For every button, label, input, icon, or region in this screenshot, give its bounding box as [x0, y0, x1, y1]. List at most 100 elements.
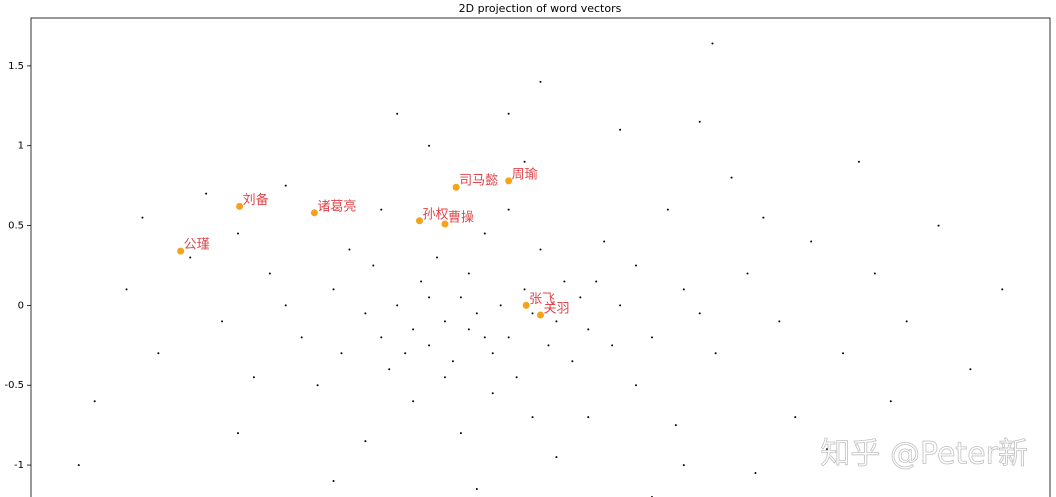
word-point [555, 320, 558, 323]
word-point [340, 352, 343, 355]
word-point [571, 360, 574, 363]
word-point [603, 240, 606, 243]
word-point [332, 480, 335, 483]
word-point [443, 376, 446, 379]
word-point [380, 208, 383, 211]
word-point [348, 248, 351, 251]
highlight-label: 诸葛亮 [317, 198, 356, 214]
word-point [380, 336, 383, 339]
word-point [141, 216, 144, 219]
word-point [372, 264, 375, 267]
word-point [969, 368, 972, 371]
highlight-label: 周瑜 [512, 167, 538, 182]
word-point [459, 296, 462, 299]
word-point [698, 120, 701, 123]
highlight-point [441, 220, 449, 228]
highlight-label: 关羽 [544, 301, 570, 316]
highlight-point [537, 311, 544, 319]
word-point [467, 328, 470, 331]
word-point [475, 312, 478, 315]
word-point [300, 336, 303, 339]
word-point [388, 368, 391, 371]
word-point [396, 304, 399, 307]
word-point [611, 344, 614, 347]
word-point [579, 296, 582, 299]
y-tick-label: -1 [14, 460, 24, 471]
word-point [443, 320, 446, 323]
word-point [284, 184, 287, 187]
highlight-point [415, 217, 423, 225]
word-point [547, 344, 550, 347]
word-point [523, 160, 526, 163]
word-point [730, 176, 733, 179]
word-point [595, 280, 598, 283]
word-point [364, 440, 367, 443]
word-point [412, 328, 415, 331]
word-point [459, 432, 462, 435]
word-point [666, 208, 669, 211]
word-point [1001, 288, 1004, 291]
word-point [531, 312, 534, 315]
word-point [125, 288, 128, 291]
word-point [332, 288, 335, 291]
word-point [857, 160, 860, 163]
word-point [475, 488, 478, 491]
word-point [873, 272, 876, 275]
highlight-label: 孙权 [422, 206, 448, 222]
word-point [650, 336, 653, 339]
word-point [451, 360, 454, 363]
word-point [698, 312, 701, 315]
word-point [316, 384, 319, 387]
word-point [404, 352, 407, 355]
word-point [587, 416, 590, 419]
word-point [236, 232, 239, 235]
word-point [436, 256, 439, 259]
word-point [794, 416, 797, 419]
word-point [428, 296, 431, 299]
y-tick-label: 1 [18, 141, 24, 152]
word-point [364, 312, 367, 315]
word-point [889, 400, 892, 403]
word-point [483, 336, 486, 339]
word-point [523, 288, 526, 291]
y-tick-label: -0.5 [4, 380, 24, 391]
plot-frame [30, 17, 1051, 497]
word-point [826, 448, 829, 451]
highlight-label: 司马懿 [459, 174, 498, 189]
word-point [491, 392, 494, 395]
highlight-point [522, 301, 530, 309]
highlight-point [452, 183, 460, 191]
word-point [762, 216, 765, 219]
word-point [483, 232, 486, 235]
word-point [491, 352, 494, 355]
word-point [396, 112, 399, 115]
word-point [619, 304, 622, 307]
word-point [157, 352, 160, 355]
word-point [252, 376, 255, 379]
highlight-point [177, 247, 185, 255]
word-point [754, 472, 757, 475]
chart-title: 2D projection of word vectors [459, 2, 622, 15]
highlight-point [505, 177, 513, 185]
word-point [412, 400, 415, 403]
word-point [539, 80, 542, 83]
word-point [77, 464, 80, 467]
word-point [711, 42, 714, 45]
word-point [905, 320, 908, 323]
word-point [635, 264, 638, 267]
word-point [268, 272, 271, 275]
word-point [682, 288, 685, 291]
y-tick-label: 0.5 [8, 221, 24, 232]
word-point [619, 128, 622, 131]
word-point [467, 272, 470, 275]
word-point [221, 320, 224, 323]
word-point [842, 352, 845, 355]
word-point [236, 432, 239, 435]
word-point [674, 424, 677, 427]
word-point [284, 304, 287, 307]
watermark: 知乎 @Peter新 [820, 437, 1028, 472]
highlight-label: 曹操 [448, 209, 474, 225]
word-point [937, 224, 940, 227]
